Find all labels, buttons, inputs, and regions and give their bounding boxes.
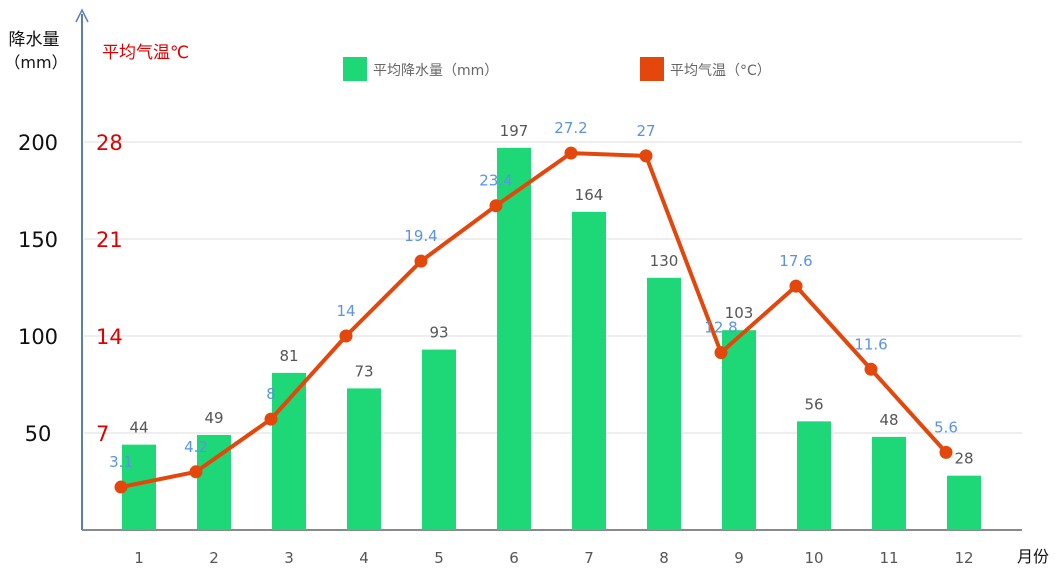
y-left-tick-label: 50 <box>25 422 52 446</box>
y-left-ticks: 50 100 150 200 <box>18 131 58 446</box>
bar <box>422 349 456 530</box>
line-labels: 3.1 4.2 8 14 19.4 23.4 27.2 27 12.8 17.6 11.6 5.6 <box>109 119 958 471</box>
y-left-tick-label: 100 <box>18 325 58 349</box>
temperature-value-label: 8 <box>266 385 276 403</box>
x-tick-label: 12 <box>954 549 973 567</box>
temperature-value-label: 3.1 <box>109 453 133 471</box>
y-left-tick-label: 200 <box>18 131 58 155</box>
temperature-point <box>939 445 953 459</box>
y-right-tick-label: 14 <box>96 325 123 349</box>
temperature-value-label: 5.6 <box>934 418 958 436</box>
bar-series <box>122 147 981 530</box>
y-right-tick-label: 21 <box>96 228 123 252</box>
bar-value-label: 164 <box>575 186 604 204</box>
legend-label-bar: 平均降水量（mm） <box>373 63 498 79</box>
x-tick-label: 10 <box>804 549 823 567</box>
temperature-value-label: 12.8 <box>704 319 737 337</box>
temperature-point <box>714 346 728 360</box>
temperature-value-label: 14 <box>336 302 355 320</box>
y-right-tick-label: 7 <box>96 422 109 446</box>
temperature-point <box>114 480 128 494</box>
temperature-point <box>189 465 203 479</box>
bar-value-label: 49 <box>204 409 223 427</box>
temperature-value-label: 11.6 <box>854 335 887 353</box>
bar-value-label: 73 <box>354 362 373 380</box>
bar-value-label: 197 <box>500 122 529 140</box>
bar <box>497 147 531 530</box>
y-left-tick-label: 150 <box>18 228 58 252</box>
bar-value-label: 56 <box>804 395 823 413</box>
temperature-value-label: 19.4 <box>404 227 437 245</box>
bar-value-label: 28 <box>954 450 973 468</box>
y-left-title-line2: （mm） <box>4 53 67 72</box>
legend-label-line: 平均气温（°C） <box>670 63 771 79</box>
y-right-tick-label: 28 <box>96 131 123 155</box>
y-axis-arrow <box>75 8 89 23</box>
x-tick-label: 3 <box>284 549 294 567</box>
temperature-point <box>264 412 278 426</box>
bar <box>872 436 906 530</box>
legend-swatch-bar <box>343 57 367 81</box>
temperature-value-label: 27.2 <box>554 119 587 137</box>
y-right-ticks: 7 14 21 28 <box>96 131 123 446</box>
x-tick-label: 4 <box>359 549 369 567</box>
temperature-value-label: 4.2 <box>184 438 208 456</box>
bar <box>797 421 831 530</box>
gridlines <box>84 141 1022 434</box>
legend-swatch-line <box>640 57 664 81</box>
bar-labels: 44 49 81 73 93 197 164 130 103 56 48 28 <box>129 122 973 468</box>
x-tick-label: 9 <box>734 549 744 567</box>
temperature-value-label: 17.6 <box>779 252 812 270</box>
x-tick-label: 7 <box>584 549 594 567</box>
y-right-title: 平均气温℃ <box>102 43 189 63</box>
bar <box>722 330 756 530</box>
x-tick-label: 8 <box>659 549 669 567</box>
temperature-point <box>564 146 578 160</box>
temperature-value-label: 27 <box>636 122 655 140</box>
bar <box>947 475 981 530</box>
x-tick-label: 5 <box>434 549 444 567</box>
bar <box>647 277 681 530</box>
bar-value-label: 130 <box>650 252 679 270</box>
temperature-point <box>339 329 353 343</box>
temperature-point <box>789 279 803 293</box>
temperature-point <box>864 362 878 376</box>
temperature-point <box>414 254 428 268</box>
bar-value-label: 48 <box>879 411 898 429</box>
x-tick-labels: 1 2 3 4 5 6 7 8 9 10 11 12 <box>134 549 973 567</box>
bar <box>572 211 606 530</box>
x-tick-label: 6 <box>509 549 519 567</box>
temperature-point <box>639 149 653 163</box>
legend: 平均降水量（mm） 平均气温（°C） <box>343 57 771 81</box>
line-series <box>114 146 953 494</box>
temperature-value-label: 23.4 <box>479 172 512 190</box>
temperature-line <box>120 151 948 490</box>
x-tick-label: 2 <box>209 549 219 567</box>
y-left-title-line1: 降水量 <box>9 30 60 50</box>
bar-value-label: 44 <box>129 419 148 437</box>
bar-value-label: 93 <box>429 324 448 342</box>
temperature-point <box>489 199 503 213</box>
x-tick-label: 1 <box>134 549 144 567</box>
x-axis-title: 月份 <box>1017 547 1049 566</box>
bar <box>347 388 381 530</box>
bar-value-label: 81 <box>279 347 298 365</box>
bar-value-label: 103 <box>725 304 754 322</box>
x-tick-label: 11 <box>879 549 898 567</box>
